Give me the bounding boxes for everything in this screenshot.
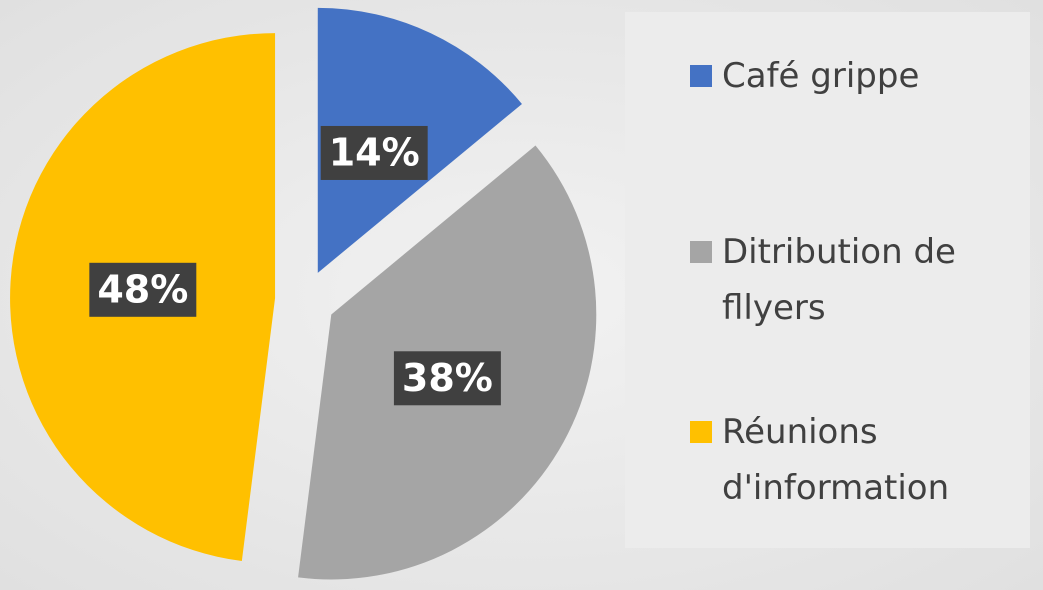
legend-swatch xyxy=(690,421,712,443)
legend-swatch xyxy=(690,241,712,263)
legend-swatch xyxy=(690,65,712,87)
legend-item: Ditribution de fllyers xyxy=(690,224,1010,336)
legend-item: Réunions d'information xyxy=(690,404,1010,516)
value-label: 48% xyxy=(89,262,197,317)
legend-label: Réunions d'information xyxy=(722,412,950,508)
value-label-text: 38% xyxy=(402,356,493,400)
value-label-box xyxy=(393,351,501,406)
pie-area: 14% 38% 48% xyxy=(10,7,597,580)
value-label-text: 48% xyxy=(97,267,188,311)
legend-item: Café grippe xyxy=(690,48,1010,104)
legend-label: Ditribution de fllyers xyxy=(722,232,956,328)
value-label-text: 14% xyxy=(329,130,420,174)
value-label: 38% xyxy=(393,351,501,406)
legend-label: Café grippe xyxy=(722,56,920,96)
legend: Café grippe Ditribution de fllyers Réunion… xyxy=(625,12,1030,548)
value-label-box xyxy=(89,262,197,317)
value-label-box xyxy=(320,125,428,180)
value-label: 14% xyxy=(320,125,428,180)
